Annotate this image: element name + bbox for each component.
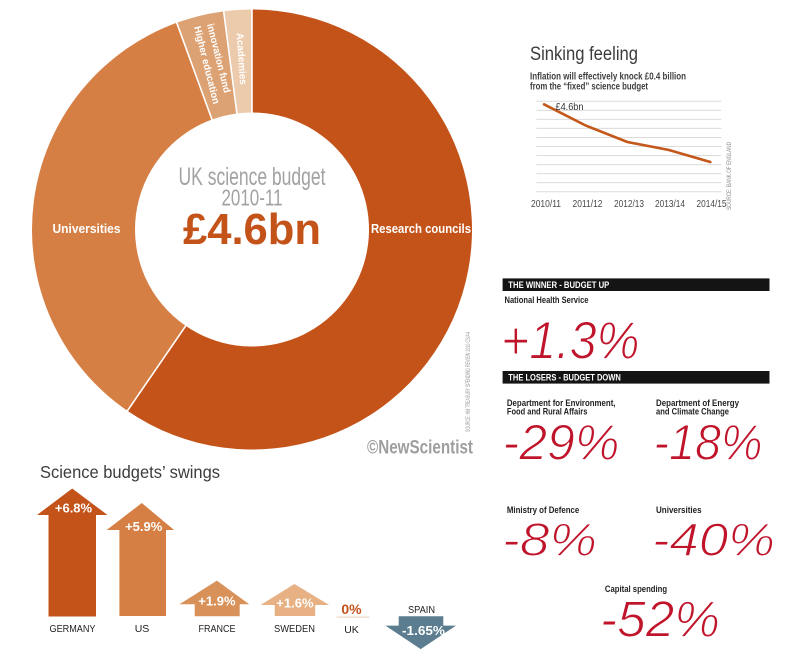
svg-text:Department of Energy: Department of Energy — [656, 398, 740, 409]
svg-text:SOURCE: BANK OF ENGLAND: SOURCE: BANK OF ENGLAND — [727, 141, 733, 210]
svg-text:2011/12: 2011/12 — [573, 199, 603, 210]
svg-text:+1.9%: +1.9% — [198, 594, 236, 609]
svg-text:FRANCE: FRANCE — [199, 623, 236, 635]
svg-text:©NewScientist: ©NewScientist — [367, 438, 474, 459]
svg-text:2012/13: 2012/13 — [614, 199, 644, 210]
svg-text:THE WINNER - BUDGET UP: THE WINNER - BUDGET UP — [508, 280, 610, 291]
svg-text:UK: UK — [344, 624, 359, 636]
svg-text:UK science budget: UK science budget — [179, 163, 326, 191]
svg-text:0%: 0% — [341, 601, 362, 617]
svg-text:-8%: -8% — [502, 514, 597, 566]
svg-text:-29%: -29% — [503, 415, 620, 471]
svg-text:2010/11: 2010/11 — [531, 199, 561, 210]
svg-text:Food and Rural Affairs: Food and Rural Affairs — [507, 407, 588, 418]
svg-text:Academies: Academies — [234, 32, 249, 85]
svg-text:Sinking feeling: Sinking feeling — [530, 44, 638, 65]
svg-text:£4.6bn: £4.6bn — [556, 101, 584, 113]
svg-text:THE LOSERS - BUDGET DOWN: THE LOSERS - BUDGET DOWN — [508, 373, 621, 384]
svg-text:Ministry of Defence: Ministry of Defence — [507, 505, 579, 516]
svg-text:£4.6bn: £4.6bn — [183, 205, 321, 254]
svg-text:+1.6%: +1.6% — [276, 596, 314, 611]
svg-text:Inflation will effectively kno: Inflation will effectively knock £0.4 bi… — [530, 72, 686, 83]
svg-text:2010-11: 2010-11 — [222, 185, 283, 211]
svg-text:-1.65%: -1.65% — [402, 623, 445, 638]
svg-text:Universities: Universities — [656, 505, 702, 516]
svg-text:-52%: -52% — [600, 591, 720, 648]
svg-text:Department for Environment,: Department for Environment, — [507, 398, 616, 409]
svg-text:Universities: Universities — [53, 221, 121, 236]
svg-text:SOURCE: HM TREASURY SPENDING R: SOURCE: HM TREASURY SPENDING REVIEW 2010… — [466, 332, 472, 432]
svg-text:and Climate Change: and Climate Change — [656, 407, 729, 418]
svg-text:2014/15: 2014/15 — [697, 199, 727, 210]
svg-text:+1.3%: +1.3% — [501, 312, 640, 371]
svg-text:-40%: -40% — [652, 514, 775, 566]
svg-text:2013/14: 2013/14 — [655, 199, 685, 210]
svg-text:+6.8%: +6.8% — [55, 501, 93, 516]
svg-text:US: US — [135, 623, 150, 635]
svg-text:Research councils: Research councils — [371, 221, 471, 236]
svg-text:GERMANY: GERMANY — [50, 623, 96, 635]
svg-text:from the “fixed” science budge: from the “fixed” science budget — [530, 82, 649, 93]
svg-text:SPAIN: SPAIN — [408, 604, 435, 616]
svg-text:+5.9%: +5.9% — [125, 519, 163, 534]
svg-text:Capital spending: Capital spending — [605, 584, 667, 595]
svg-text:Science budgets’ swings: Science budgets’ swings — [40, 462, 220, 482]
svg-text:National Health Service: National Health Service — [505, 295, 589, 306]
svg-text:SWEDEN: SWEDEN — [274, 623, 315, 635]
svg-text:-18%: -18% — [654, 415, 763, 471]
